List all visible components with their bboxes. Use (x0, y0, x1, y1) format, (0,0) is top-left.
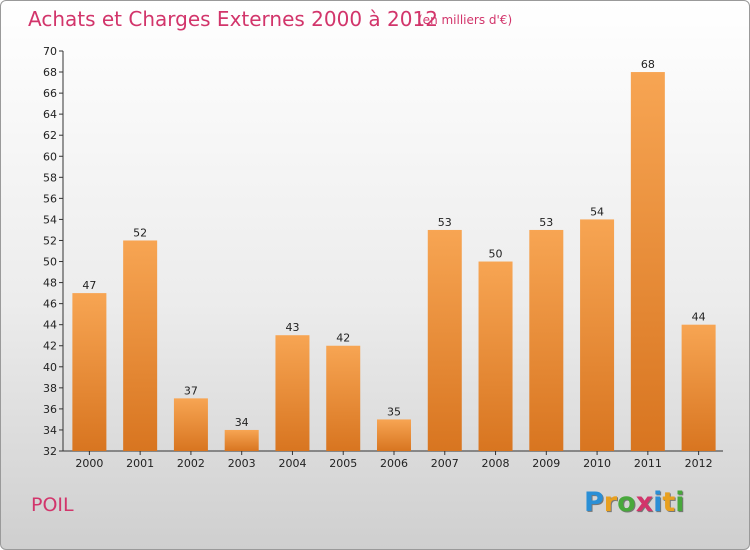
bar (326, 345, 361, 451)
y-tick-label: 48 (43, 277, 57, 290)
x-tick-label: 2003 (228, 457, 256, 470)
y-tick-label: 68 (43, 66, 57, 79)
bar (224, 429, 259, 451)
bar-value-label: 53 (539, 216, 553, 229)
y-tick-label: 40 (43, 361, 57, 374)
x-tick-label: 2011 (634, 457, 662, 470)
logo-letter: r (603, 487, 618, 518)
logo-letter: o (617, 487, 636, 518)
bar-value-label: 53 (438, 216, 452, 229)
bar-value-label: 44 (692, 311, 706, 324)
bar (630, 72, 665, 451)
logo-letter: x (635, 487, 654, 518)
bar (529, 229, 564, 451)
x-tick-label: 2012 (685, 457, 713, 470)
bar (377, 419, 411, 451)
x-tick-label: 2006 (380, 457, 408, 470)
y-tick-label: 34 (43, 424, 57, 437)
bar (427, 229, 462, 451)
x-tick-label: 2004 (278, 457, 306, 470)
bar-value-label: 50 (489, 248, 503, 261)
bar-value-label: 47 (82, 279, 96, 292)
bar-value-label: 52 (133, 226, 147, 239)
bar-value-label: 54 (590, 205, 604, 218)
chart-title: Achats et Charges Externes 2000 à 2012 (28, 7, 438, 31)
logo-letter: t (662, 487, 676, 518)
y-tick-label: 32 (43, 445, 57, 458)
bar-value-label: 34 (235, 416, 249, 429)
y-tick-label: 38 (43, 382, 57, 395)
bar (580, 219, 615, 451)
y-tick-label: 42 (43, 340, 57, 353)
y-tick-label: 52 (43, 234, 57, 247)
y-tick-label: 62 (43, 129, 57, 142)
y-tick-label: 50 (43, 256, 57, 269)
logo-letter: i (653, 487, 663, 518)
y-tick-label: 66 (43, 87, 57, 100)
commune-name: POIL (31, 494, 74, 516)
y-tick-label: 56 (43, 192, 57, 205)
bar (173, 398, 208, 451)
x-tick-label: 2007 (431, 457, 459, 470)
bar-value-label: 68 (641, 58, 655, 71)
x-tick-label: 2010 (583, 457, 611, 470)
bar (478, 261, 513, 451)
y-tick-label: 36 (43, 403, 57, 416)
y-tick-label: 54 (43, 213, 57, 226)
chart-subtitle: (en milliers d'€) (418, 13, 513, 27)
bar-value-label: 37 (184, 384, 198, 397)
x-tick-label: 2009 (532, 457, 560, 470)
y-tick-label: 44 (43, 319, 57, 332)
x-tick-label: 2008 (482, 457, 510, 470)
y-tick-label: 64 (43, 108, 57, 121)
bar-value-label: 42 (336, 332, 350, 345)
bar (123, 240, 158, 451)
y-tick-label: 46 (43, 298, 57, 311)
bar-value-label: 35 (387, 405, 401, 418)
y-tick-label: 58 (43, 171, 57, 184)
y-tick-label: 60 (43, 150, 57, 163)
x-tick-label: 2000 (75, 457, 103, 470)
x-tick-label: 2001 (126, 457, 154, 470)
x-tick-label: 2002 (177, 457, 205, 470)
bar (681, 324, 716, 451)
y-tick-label: 70 (43, 45, 57, 58)
bar-value-label: 43 (285, 321, 299, 334)
bar (72, 293, 107, 451)
logo-letter: i (675, 487, 685, 518)
x-tick-label: 2005 (329, 457, 357, 470)
proxiti-logo: Proxiti (584, 487, 685, 518)
logo-letter: P (584, 487, 604, 518)
bar (275, 335, 310, 451)
